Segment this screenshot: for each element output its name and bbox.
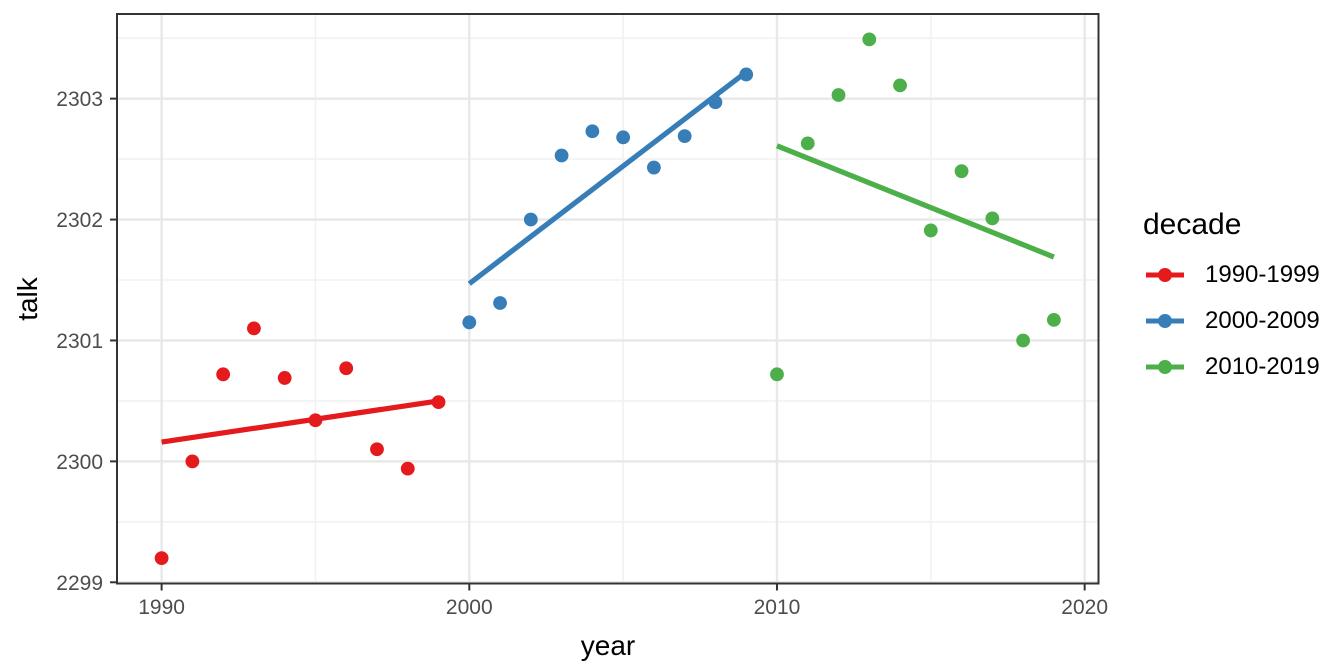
legend-entry-label: 1990-1999 <box>1205 261 1320 288</box>
data-point <box>616 130 631 145</box>
legend-entries: 1990-1999 2000-2009 2010-2019 <box>1145 252 1320 390</box>
legend-entry: 2000-2009 <box>1145 298 1320 344</box>
legend-entry-label: 2000-2009 <box>1205 307 1320 334</box>
trend-line <box>467 69 748 286</box>
data-point <box>339 361 354 376</box>
legend-title: decade <box>1143 208 1242 241</box>
data-point <box>308 413 323 428</box>
data-point <box>739 67 754 82</box>
data-point <box>185 454 200 469</box>
data-point <box>523 212 538 227</box>
legend-key-icon <box>1146 314 1184 328</box>
data-point <box>893 78 907 93</box>
y-tick-label: 2302 <box>56 209 103 232</box>
data-point <box>831 88 846 102</box>
data-point <box>462 315 477 330</box>
data-point <box>154 551 169 566</box>
x-tick-label: 2020 <box>1061 596 1108 619</box>
data-point <box>800 136 815 151</box>
x-axis-title: year <box>580 630 636 661</box>
data-point <box>247 321 261 336</box>
x-tick-label: 1990 <box>138 596 185 619</box>
data-point <box>431 395 446 410</box>
legend-entry: 2010-2019 <box>1145 344 1320 390</box>
y-tick-label: 2299 <box>56 572 103 595</box>
panel-border <box>116 13 1100 585</box>
trend-line <box>776 143 1055 260</box>
y-tick-label: 2303 <box>56 88 103 111</box>
data-point <box>1016 333 1031 348</box>
x-tick-label: 2000 <box>446 596 493 619</box>
data-point <box>677 129 692 144</box>
legend-entry-label: 2010-2019 <box>1205 353 1320 380</box>
data-point <box>862 32 877 47</box>
y-tick-label: 2301 <box>56 330 103 353</box>
data-point <box>985 211 1000 226</box>
x-tick-label: 2010 <box>754 596 801 619</box>
y-tick-label: 2300 <box>56 451 103 474</box>
trend-line <box>161 398 439 445</box>
data-point <box>493 296 507 310</box>
data-point <box>708 95 723 110</box>
data-point <box>585 124 600 139</box>
y-axis-title: talk <box>12 277 43 321</box>
data-point <box>923 223 938 238</box>
legend: decade 1990-1999 2000-2009 2010-2019 <box>1143 208 1320 390</box>
data-point <box>216 367 231 382</box>
legend-key-icon <box>1146 268 1184 282</box>
panel-background <box>117 14 1099 584</box>
data-point <box>370 442 384 457</box>
data-point <box>554 148 569 163</box>
data-point <box>954 164 969 179</box>
legend-entry: 1990-1999 <box>1145 252 1320 298</box>
data-point <box>647 160 661 175</box>
data-point <box>277 371 292 385</box>
data-point <box>400 461 415 476</box>
legend-key-icon <box>1146 360 1184 374</box>
data-point <box>1046 313 1061 327</box>
data-point <box>770 367 784 382</box>
